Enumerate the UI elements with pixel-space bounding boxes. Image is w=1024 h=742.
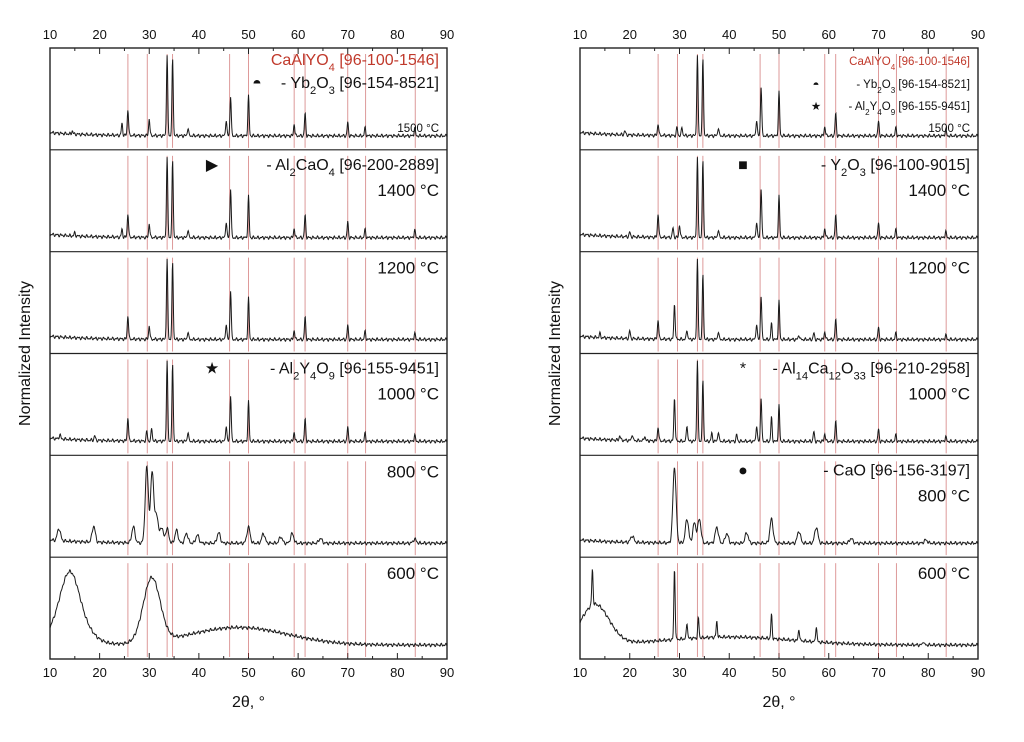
x-tick-label: 80 [390,27,404,42]
diffraction-trace [579,258,979,343]
temperature-label: 1000 °C [377,385,439,404]
panel-1400: 1400 °C ▶ - Al2CaO4 [96-200-2889] [49,149,448,250]
x-tick-label: 60 [822,665,836,680]
diffraction-trace [49,568,448,648]
x-tick-label: 20 [623,27,637,42]
x-tick-label: 70 [871,665,885,680]
x-tick-label: 70 [341,665,355,680]
x-tick-label: 50 [241,27,255,42]
x-axis-title: 2θ, ° [762,694,795,711]
x-tick-label: 60 [291,665,305,680]
x-tick-label: 50 [241,665,255,680]
legend-entry: - Al2Y4O9 [96-155-9451] [848,101,970,117]
legend-symbol: ▶ [206,157,219,174]
x-tick-label: 30 [142,27,156,42]
diffraction-trace [49,465,448,546]
reference-phase-label: CaAlYO4 [96-100-1546] [271,52,439,74]
legend-entry: - Al2CaO4 [96-200-2889] [266,157,439,179]
panel-800: 800 °C [49,454,448,556]
chart-1: 10 10 20 20 30 30 40 40 50 50 60 60 70 70 80 80 90 90 2θ, … [17,27,454,711]
x-tick-label: 90 [440,665,454,680]
temperature-label: 800 °C [387,462,439,481]
temperature-label: 1200 °C [908,259,970,278]
diffraction-trace [579,360,979,445]
legend-entry: - Yb2O3 [96-154-8521] [281,75,439,97]
x-tick-label: 20 [623,665,637,680]
legend-entry: - Yb2O3 [96-154-8521] [856,79,970,95]
legend-entry: - Al14Ca12O33 [96-210-2958] [773,361,970,383]
x-tick-label: 20 [92,27,106,42]
temperature-label: 1400 °C [908,181,970,200]
panel-1000: 1000 °C * - Al14Ca12O33 [96-210-2958] [579,352,979,454]
x-tick-label: 70 [341,27,355,42]
legend-symbol: ★ [811,101,821,113]
x-tick-label: 30 [142,665,156,680]
temperature-label: 1500 °C [928,123,970,135]
temperature-label: 600 °C [387,564,439,583]
x-axis-title: 2θ, ° [232,694,265,711]
panel-600: 600 °C [579,556,979,657]
diffraction-trace [49,55,448,139]
panel-1200: 1200 °C [49,251,448,352]
x-tick-label: 80 [390,665,404,680]
temperature-label: 1400 °C [377,181,439,200]
x-tick-label: 60 [291,27,305,42]
x-tick-label: 10 [573,27,587,42]
legend-symbol: ■ [738,157,748,174]
panel-1400: 1400 °C ■ - Y2O3 [96-100-9015] [579,149,979,250]
x-tick-label: 80 [921,27,935,42]
legend-entry: - Al2Y4O9 [96-155-9451] [270,361,439,383]
panel-1000: 1000 °C ★ - Al2Y4O9 [96-155-9451] [49,352,448,454]
x-tick-label: 80 [921,665,935,680]
diffraction-trace [579,569,979,648]
x-tick-label: 90 [971,27,985,42]
x-tick-label: 70 [871,27,885,42]
legend-entry: - Y2O3 [96-100-9015] [821,157,970,179]
legend-entry: - CaO [96-156-3197] [823,462,970,479]
panel-800: 800 °C ● - CaO [96-156-3197] [579,454,979,556]
x-tick-label: 40 [722,665,736,680]
temperature-label: 1000 °C [908,385,970,404]
x-tick-label: 20 [92,665,106,680]
legend-symbol: ◓ [813,79,820,91]
y-axis-title: Normalized Intensity [17,281,34,426]
legend-symbol: ◓ [252,75,262,92]
legend-symbol: ● [738,462,748,479]
x-tick-label: 50 [772,27,786,42]
temperature-label: 1200 °C [377,259,439,278]
temperature-label: 1500 °C [397,123,439,135]
diffraction-trace [49,360,448,445]
temperature-label: 800 °C [918,486,970,505]
reference-phase-label: CaAlYO4 [96-100-1546] [849,56,970,72]
diffraction-trace [49,157,448,241]
diffraction-trace [49,258,448,343]
x-tick-label: 30 [672,665,686,680]
legend-symbol: * [740,361,746,378]
chart-2: 10 10 20 20 30 30 40 40 50 50 60 60 70 70 80 80 90 90 2θ, … [547,27,985,711]
x-tick-label: 10 [573,665,587,680]
legend-symbol: ★ [205,361,219,378]
x-tick-label: 10 [43,665,57,680]
x-tick-label: 40 [722,27,736,42]
x-tick-label: 40 [192,27,206,42]
x-tick-label: 60 [822,27,836,42]
diffraction-trace [579,55,979,139]
x-tick-label: 50 [772,665,786,680]
diffraction-trace [579,157,979,241]
temperature-label: 600 °C [918,564,970,583]
x-tick-label: 90 [440,27,454,42]
y-axis-title: Normalized Intensity [547,281,564,426]
panel-600: 600 °C [49,556,448,657]
panel-1500: 1500 °C CaAlYO4 [96-100-1546] ◓ - Yb2O3 [96… [579,54,979,148]
x-tick-label: 10 [43,27,57,42]
panel-1500: 1500 °C CaAlYO4 [96-100-1546] ◓ - Yb2O3 [96… [49,52,448,148]
diffraction-trace [579,467,979,546]
panel-1200: 1200 °C [579,251,979,352]
x-tick-label: 40 [192,665,206,680]
x-tick-label: 30 [672,27,686,42]
x-tick-label: 90 [971,665,985,680]
